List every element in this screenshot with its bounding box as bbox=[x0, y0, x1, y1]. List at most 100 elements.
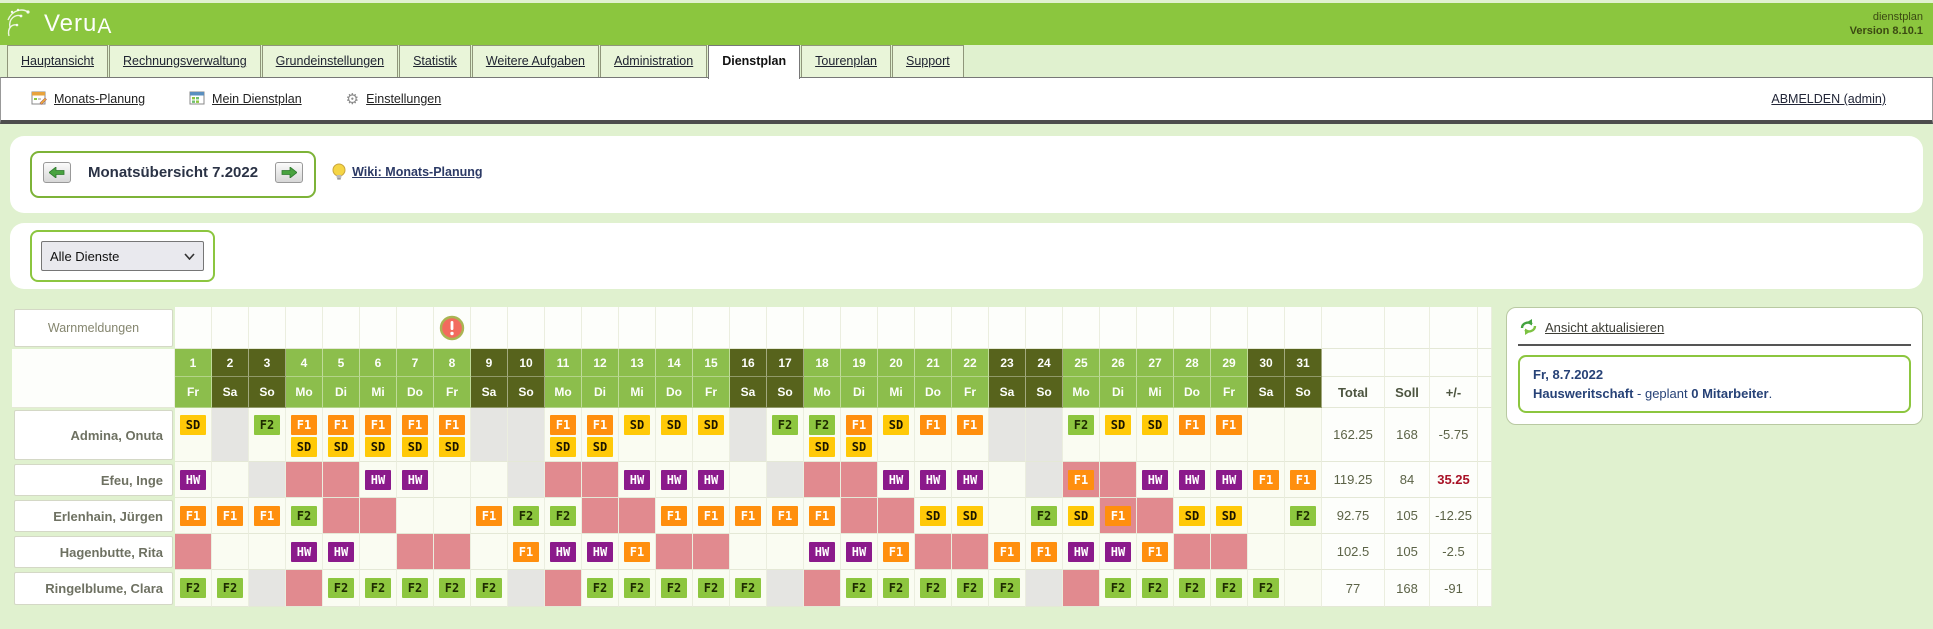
roster-cell-day-22[interactable]: HW bbox=[952, 462, 989, 498]
previous-month-button[interactable] bbox=[43, 162, 71, 183]
roster-cell-day-24[interactable] bbox=[1026, 462, 1063, 498]
roster-cell-day-16[interactable] bbox=[730, 408, 767, 462]
roster-cell-day-8[interactable] bbox=[434, 462, 471, 498]
roster-cell-day-28[interactable] bbox=[1174, 534, 1211, 570]
roster-cell-day-1[interactable]: F1 bbox=[175, 498, 212, 534]
roster-cell-day-22[interactable]: F2 bbox=[952, 570, 989, 607]
tab-statistik[interactable]: Statistik bbox=[399, 45, 471, 77]
roster-cell-day-20[interactable]: SD bbox=[878, 408, 915, 462]
roster-cell-day-29[interactable]: SD bbox=[1211, 498, 1248, 534]
roster-cell-day-20[interactable] bbox=[878, 498, 915, 534]
roster-cell-day-1[interactable]: F2 bbox=[175, 570, 212, 607]
roster-cell-day-8[interactable]: F1 SD bbox=[434, 408, 471, 462]
roster-cell-day-18[interactable]: F2 SD bbox=[804, 408, 841, 462]
roster-cell-day-23[interactable] bbox=[989, 408, 1026, 462]
roster-cell-day-15[interactable]: SD bbox=[693, 408, 730, 462]
roster-cell-day-2[interactable] bbox=[212, 408, 249, 462]
roster-cell-day-4[interactable] bbox=[286, 462, 323, 498]
roster-cell-day-23[interactable] bbox=[989, 462, 1026, 498]
roster-cell-day-27[interactable]: HW bbox=[1137, 462, 1174, 498]
roster-cell-day-15[interactable]: HW bbox=[693, 462, 730, 498]
roster-cell-day-16[interactable]: F1 bbox=[730, 498, 767, 534]
roster-cell-day-26[interactable] bbox=[1100, 462, 1137, 498]
roster-cell-day-5[interactable]: F2 bbox=[323, 570, 360, 607]
roster-cell-day-10[interactable] bbox=[508, 570, 545, 607]
roster-cell-day-30[interactable]: F2 bbox=[1248, 570, 1285, 607]
roster-cell-day-22[interactable]: SD bbox=[952, 498, 989, 534]
roster-cell-day-12[interactable]: HW bbox=[582, 534, 619, 570]
roster-cell-day-1[interactable] bbox=[175, 534, 212, 570]
tab-support[interactable]: Support bbox=[891, 45, 964, 77]
roster-cell-day-6[interactable]: HW bbox=[360, 462, 397, 498]
roster-cell-day-16[interactable] bbox=[730, 462, 767, 498]
roster-cell-day-3[interactable]: F2 bbox=[249, 408, 286, 462]
tab-grundeinstellungen[interactable]: Grundeinstellungen bbox=[261, 45, 399, 77]
roster-cell-day-18[interactable]: F1 bbox=[804, 498, 841, 534]
roster-cell-day-4[interactable]: F2 bbox=[286, 498, 323, 534]
roster-cell-day-2[interactable]: F1 bbox=[212, 498, 249, 534]
roster-cell-day-4[interactable]: HW bbox=[286, 534, 323, 570]
roster-cell-day-21[interactable]: F1 bbox=[915, 408, 952, 462]
roster-cell-day-14[interactable]: F1 bbox=[656, 498, 693, 534]
roster-cell-day-31[interactable]: F1 bbox=[1285, 462, 1322, 498]
roster-cell-day-3[interactable] bbox=[249, 570, 286, 607]
roster-cell-day-13[interactable]: F2 bbox=[619, 570, 656, 607]
roster-cell-day-23[interactable] bbox=[989, 498, 1026, 534]
roster-cell-day-8[interactable] bbox=[434, 498, 471, 534]
roster-cell-day-14[interactable]: SD bbox=[656, 408, 693, 462]
roster-cell-day-26[interactable]: HW bbox=[1100, 534, 1137, 570]
roster-cell-day-11[interactable]: HW bbox=[545, 534, 582, 570]
roster-cell-day-31[interactable] bbox=[1285, 534, 1322, 570]
roster-cell-day-28[interactable]: F2 bbox=[1174, 570, 1211, 607]
roster-cell-day-24[interactable]: F1 bbox=[1026, 534, 1063, 570]
roster-cell-day-20[interactable]: F2 bbox=[878, 570, 915, 607]
refresh-view-link[interactable]: Ansicht aktualisieren bbox=[1545, 319, 1665, 335]
roster-cell-day-2[interactable] bbox=[212, 462, 249, 498]
roster-cell-day-21[interactable] bbox=[915, 534, 952, 570]
subnav-item-monats-planung[interactable]: Monats-Planung bbox=[31, 90, 145, 109]
wiki-link[interactable]: Wiki: Monats-Planung bbox=[352, 164, 483, 179]
roster-cell-day-13[interactable]: F1 bbox=[619, 534, 656, 570]
roster-cell-day-17[interactable]: F2 bbox=[767, 408, 804, 462]
roster-cell-day-19[interactable]: F2 bbox=[841, 570, 878, 607]
roster-cell-day-9[interactable] bbox=[471, 534, 508, 570]
roster-cell-day-17[interactable] bbox=[767, 570, 804, 607]
roster-cell-day-30[interactable]: F1 bbox=[1248, 462, 1285, 498]
roster-cell-day-30[interactable] bbox=[1248, 498, 1285, 534]
roster-cell-day-7[interactable] bbox=[397, 498, 434, 534]
roster-cell-day-8[interactable]: F2 bbox=[434, 570, 471, 607]
roster-cell-day-21[interactable]: F2 bbox=[915, 570, 952, 607]
roster-cell-day-1[interactable]: SD bbox=[175, 408, 212, 462]
roster-cell-day-19[interactable]: F1 SD bbox=[841, 408, 878, 462]
roster-cell-day-5[interactable] bbox=[323, 498, 360, 534]
roster-cell-day-27[interactable]: F2 bbox=[1137, 570, 1174, 607]
roster-cell-day-24[interactable] bbox=[1026, 408, 1063, 462]
roster-cell-day-20[interactable]: F1 bbox=[878, 534, 915, 570]
roster-cell-day-26[interactable]: F2 bbox=[1100, 570, 1137, 607]
roster-cell-day-13[interactable]: HW bbox=[619, 462, 656, 498]
roster-cell-day-3[interactable] bbox=[249, 534, 286, 570]
roster-cell-day-29[interactable]: HW bbox=[1211, 462, 1248, 498]
roster-cell-day-25[interactable]: F1 bbox=[1063, 462, 1100, 498]
roster-cell-day-27[interactable]: SD bbox=[1137, 408, 1174, 462]
roster-cell-day-6[interactable] bbox=[360, 498, 397, 534]
roster-cell-day-7[interactable]: F1 SD bbox=[397, 408, 434, 462]
roster-cell-day-30[interactable] bbox=[1248, 408, 1285, 462]
roster-cell-day-10[interactable]: F2 bbox=[508, 498, 545, 534]
roster-cell-day-28[interactable]: HW bbox=[1174, 462, 1211, 498]
roster-cell-day-29[interactable]: F1 bbox=[1211, 408, 1248, 462]
roster-cell-day-14[interactable]: HW bbox=[656, 462, 693, 498]
roster-cell-day-21[interactable]: HW bbox=[915, 462, 952, 498]
roster-cell-day-1[interactable]: HW bbox=[175, 462, 212, 498]
roster-cell-day-31[interactable] bbox=[1285, 570, 1322, 607]
roster-cell-day-28[interactable]: F1 bbox=[1174, 408, 1211, 462]
roster-cell-day-13[interactable]: SD bbox=[619, 408, 656, 462]
subnav-item-mein-dienstplan[interactable]: Mein Dienstplan bbox=[189, 90, 302, 109]
roster-cell-day-12[interactable] bbox=[582, 498, 619, 534]
roster-cell-day-19[interactable] bbox=[841, 498, 878, 534]
roster-cell-day-7[interactable] bbox=[397, 534, 434, 570]
tab-tourenplan[interactable]: Tourenplan bbox=[801, 45, 891, 77]
roster-cell-day-18[interactable] bbox=[804, 462, 841, 498]
roster-cell-day-16[interactable] bbox=[730, 534, 767, 570]
roster-cell-day-10[interactable] bbox=[508, 408, 545, 462]
